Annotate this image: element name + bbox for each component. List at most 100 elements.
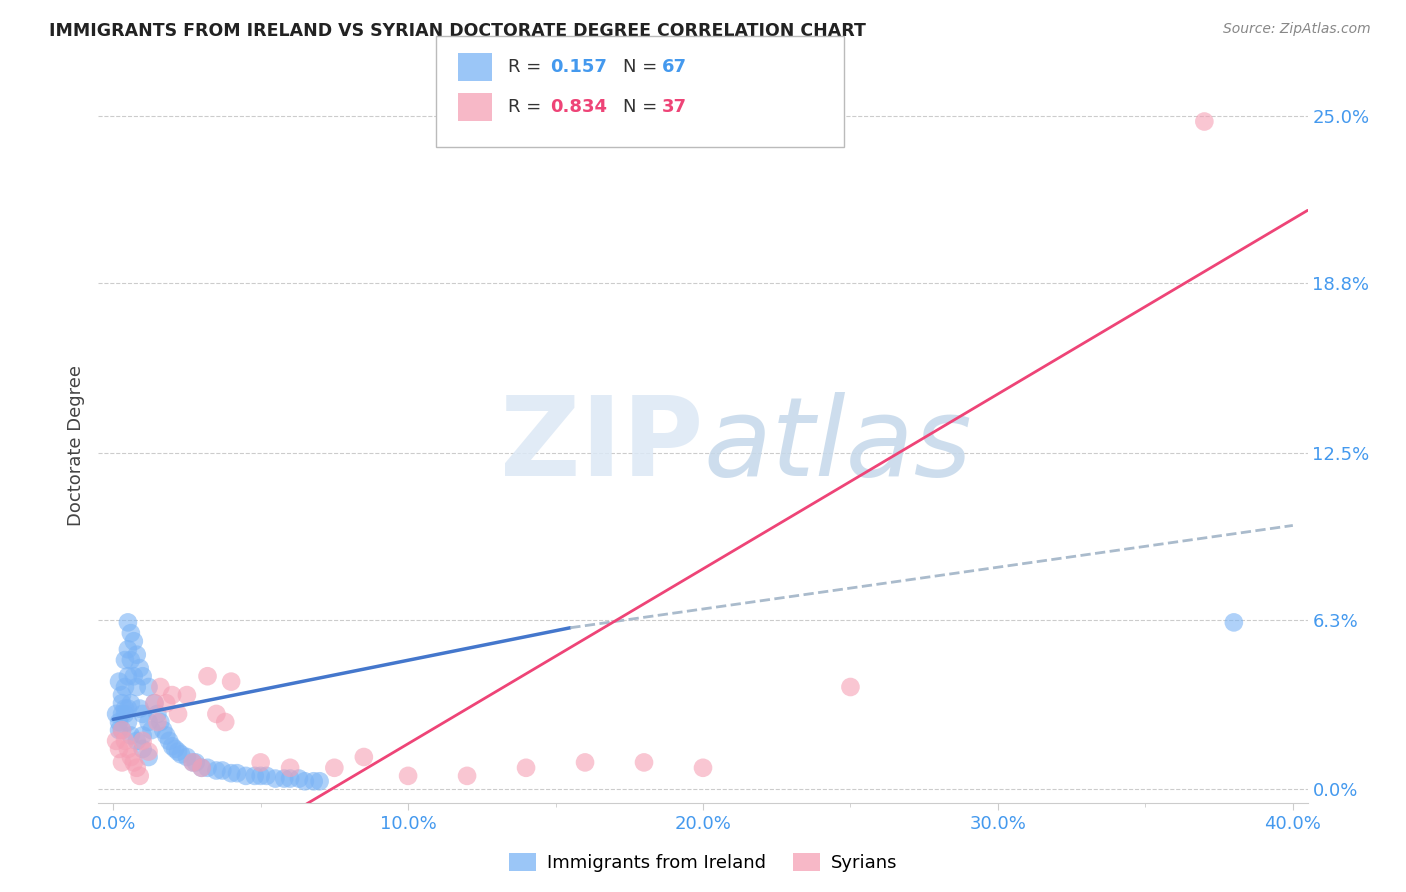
Point [138,745,160,759]
Point [141,723,163,737]
Point [131,734,153,748]
Point [108,714,131,729]
Point [114,680,136,694]
Point [323,761,346,775]
Point [155,729,177,743]
Text: R =: R = [508,58,547,76]
Point [197,669,219,683]
Point [111,756,134,770]
Point [117,701,139,715]
Point [214,714,236,729]
Point [160,688,183,702]
Point [294,774,316,789]
Point [167,706,190,721]
Point [131,706,153,721]
Point [243,769,266,783]
Text: 67: 67 [662,58,688,76]
Point [205,764,228,778]
Point [515,761,537,775]
Point [111,723,134,737]
Point [111,706,134,721]
Point [117,669,139,683]
Point [181,756,204,770]
Point [176,688,198,702]
Point [122,634,145,648]
Point [114,701,136,715]
Point [211,764,233,778]
Point [249,756,271,770]
Point [128,769,150,783]
Point [111,723,134,737]
Text: atlas: atlas [703,392,972,500]
Point [120,696,142,710]
Point [111,688,134,702]
Point [128,661,150,675]
Point [219,674,242,689]
Legend: Immigrants from Ireland, Syrians: Immigrants from Ireland, Syrians [502,846,904,880]
Point [278,772,301,786]
Point [839,680,862,694]
Point [152,723,174,737]
Point [138,680,160,694]
Point [197,761,219,775]
Point [190,761,212,775]
Point [108,674,131,689]
Point [117,642,139,657]
Point [256,769,278,783]
Point [120,729,142,743]
Point [219,766,242,780]
Point [1223,615,1246,630]
Text: R =: R = [508,98,547,116]
Point [125,648,148,662]
Text: N =: N = [623,98,662,116]
Point [165,742,187,756]
Point [117,742,139,756]
Point [122,756,145,770]
Point [143,696,166,710]
Text: 37: 37 [662,98,688,116]
Point [160,739,183,754]
Point [120,653,142,667]
Point [302,774,325,789]
Point [138,714,160,729]
Text: IMMIGRANTS FROM IRELAND VS SYRIAN DOCTORATE DEGREE CORRELATION CHART: IMMIGRANTS FROM IRELAND VS SYRIAN DOCTOR… [49,22,866,40]
Point [108,742,131,756]
Point [146,706,169,721]
Point [288,772,311,786]
Y-axis label: Doctorate Degree: Doctorate Degree [66,366,84,526]
Point [273,772,295,786]
Point [396,769,419,783]
Point [692,761,714,775]
Point [226,766,249,780]
Point [155,696,177,710]
Point [105,734,128,748]
Text: 0.157: 0.157 [550,58,606,76]
Point [633,756,655,770]
Point [120,626,142,640]
Point [117,615,139,630]
Text: ZIP: ZIP [499,392,703,500]
Point [117,714,139,729]
Point [114,734,136,748]
Point [146,714,169,729]
Point [149,714,172,729]
Point [114,653,136,667]
Point [125,680,148,694]
Point [176,750,198,764]
Text: N =: N = [623,58,662,76]
Point [278,761,301,775]
Point [249,769,271,783]
Point [122,669,145,683]
Point [131,669,153,683]
Point [184,756,207,770]
Point [205,706,228,721]
Point [235,769,257,783]
Point [1194,114,1216,128]
Point [131,742,153,756]
Point [125,761,148,775]
Point [131,729,153,743]
Point [108,723,131,737]
Point [574,756,596,770]
Text: 0.834: 0.834 [550,98,607,116]
Point [456,769,478,783]
